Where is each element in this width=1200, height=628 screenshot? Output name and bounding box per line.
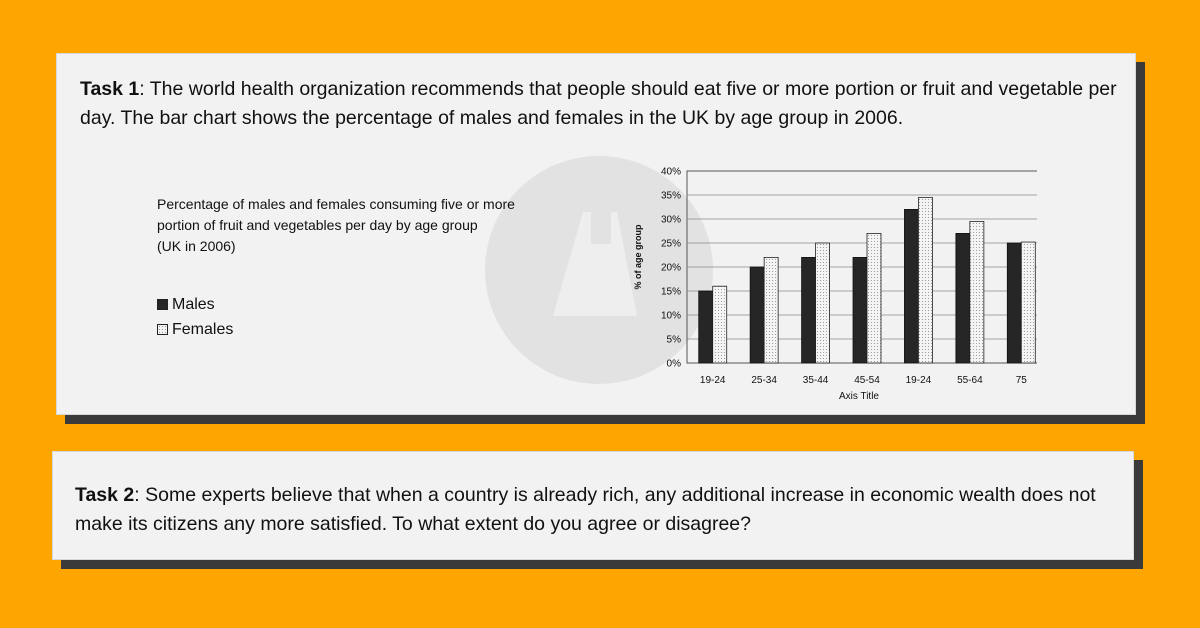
y-tick-label: 25%	[661, 239, 681, 250]
bar-females	[763, 257, 779, 364]
x-tick-label: 19-24	[700, 375, 726, 386]
x-tick-label: 35-44	[803, 375, 829, 386]
bar-females	[969, 221, 985, 364]
bar-males	[801, 257, 816, 364]
y-tick-label: 35%	[661, 191, 681, 202]
task1-body: : The world health organization recommen…	[80, 78, 1117, 129]
task2-label: Task 2	[75, 484, 135, 506]
bar-females	[918, 197, 933, 364]
x-tick-label: 19-24	[906, 375, 932, 386]
legend-label-females: Females	[172, 320, 234, 338]
legend-label-males: Males	[172, 295, 215, 313]
y-tick-label: 40%	[661, 167, 681, 178]
legend-swatch-females	[157, 324, 168, 335]
y-tick-label: 30%	[661, 215, 681, 226]
y-tick-label: 0%	[667, 359, 682, 370]
chart-description: Percentage of males and females consumin…	[157, 194, 557, 257]
task1-label: Task 1	[80, 78, 140, 100]
bar-males	[698, 290, 714, 364]
legend-item-males: Males	[157, 292, 233, 317]
task1-card: Task 1: The world health organization re…	[56, 53, 1136, 415]
x-tick-label: 25-34	[751, 375, 777, 386]
y-tick-label: 20%	[661, 263, 681, 274]
task2-card: Task 2: Some experts believe that when a…	[52, 451, 1134, 560]
task2-text-block: Task 2: Some experts believe that when a…	[75, 481, 1115, 539]
legend-item-females: Females	[157, 317, 233, 342]
bar-males	[749, 266, 765, 364]
bar-chart: 0% 5% 10% 15% 20% 25% 30% 35% 40% 19-24 25-34 35-44…	[633, 167, 1037, 402]
x-tick-label: 75	[1016, 375, 1028, 386]
x-tick-label: 55-64	[957, 375, 983, 386]
task1-text-block: Task 1: The world health organization re…	[80, 75, 1120, 133]
bar-females	[866, 233, 882, 364]
bar-males	[1006, 242, 1022, 364]
task2-body: : Some experts believe that when a count…	[75, 484, 1096, 535]
y-tick-label: 5%	[667, 335, 682, 346]
legend-swatch-males	[157, 299, 168, 310]
bar-females	[815, 242, 830, 364]
y-tick-label: 10%	[661, 311, 681, 322]
y-tick-label: 15%	[661, 287, 681, 298]
x-tick-label: 45-54	[854, 375, 880, 386]
bar-females	[712, 285, 728, 364]
bar-males	[852, 257, 868, 364]
chart-legend: Males Females	[157, 292, 233, 342]
bar-males	[955, 233, 971, 364]
chart-description-line1: Percentage of males and females consumin…	[157, 196, 515, 212]
logo-watermark-icon	[485, 156, 713, 384]
bar-females	[1020, 241, 1036, 364]
chart-description-line2: portion of fruit and vegetables per day …	[157, 217, 478, 233]
x-axis-title: Axis Title	[839, 391, 879, 402]
bar-males	[904, 209, 919, 364]
chart-description-line3: (UK in 2006)	[157, 238, 236, 254]
y-axis-title: % of age group	[633, 224, 643, 290]
